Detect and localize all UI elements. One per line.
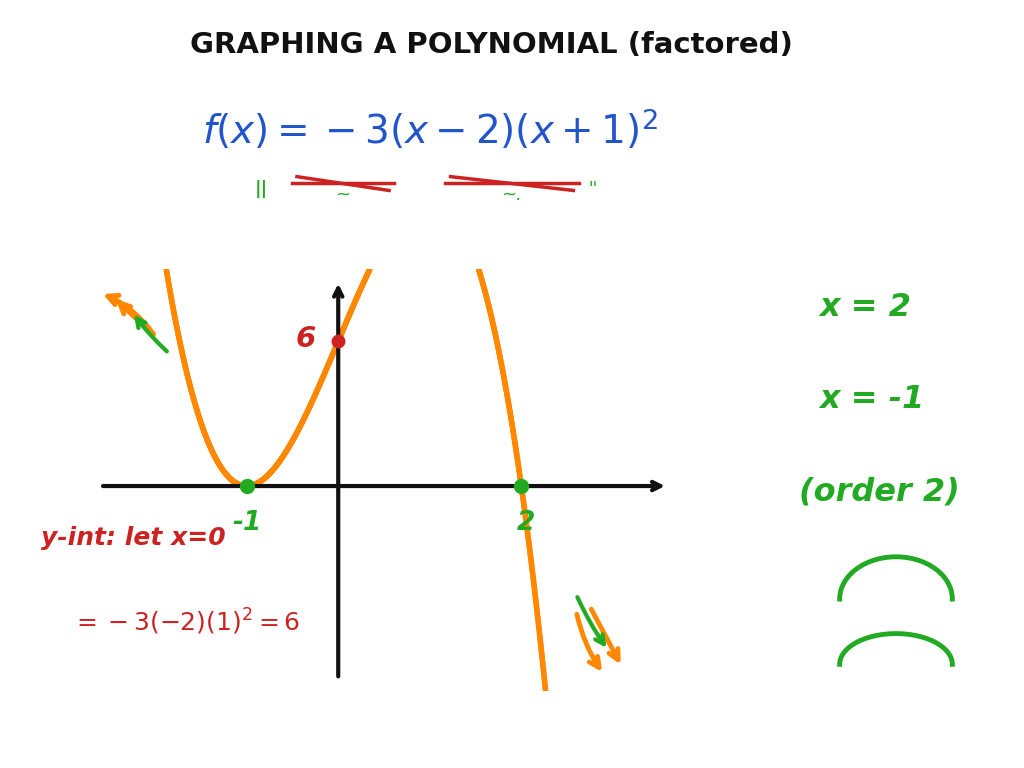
Text: '': '' — [589, 180, 598, 198]
Text: y-int: let x=0: y-int: let x=0 — [41, 525, 225, 550]
Text: ~: ~ — [336, 186, 350, 204]
Text: ||: || — [255, 180, 267, 198]
Text: $=-3(-2)(1)^2 = 6$: $=-3(-2)(1)^2 = 6$ — [72, 607, 300, 637]
Text: GRAPHING A POLYNOMIAL (factored): GRAPHING A POLYNOMIAL (factored) — [190, 31, 793, 58]
Text: -1: -1 — [232, 510, 261, 536]
Text: 6: 6 — [295, 325, 315, 353]
Text: 2: 2 — [517, 510, 536, 536]
Text: $f(x)= -3(x-2)(x+1)^2$: $f(x)= -3(x-2)(x+1)^2$ — [202, 108, 658, 152]
Text: x = -1: x = -1 — [819, 384, 925, 415]
Text: (order 2): (order 2) — [799, 476, 959, 507]
Text: ~.: ~. — [502, 186, 522, 204]
Text: x = 2: x = 2 — [819, 292, 911, 323]
